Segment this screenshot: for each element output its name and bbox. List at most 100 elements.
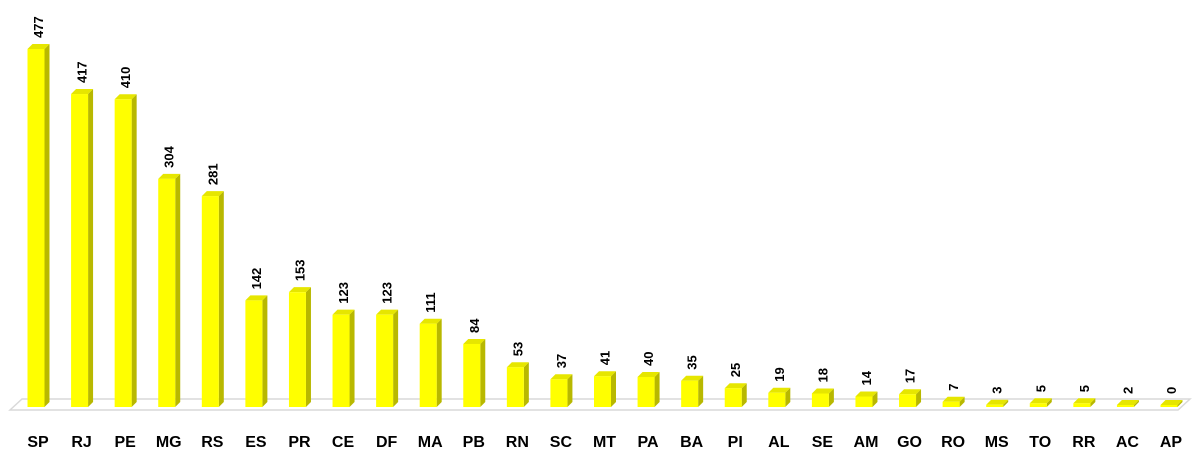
bar-front	[942, 401, 960, 407]
bar-se	[811, 388, 834, 407]
bar-front	[201, 196, 219, 407]
bar-top	[681, 375, 704, 381]
value-label-es: 142	[249, 268, 264, 290]
bar-side	[698, 375, 704, 407]
category-label-pr: PR	[288, 434, 311, 451]
bar-front	[419, 323, 437, 407]
category-label-sp: SP	[27, 434, 49, 451]
bar-side	[480, 338, 486, 407]
bar-top	[1160, 400, 1183, 405]
bar-pr	[288, 287, 311, 407]
category-label-pa: PA	[638, 434, 659, 451]
category-label-ac: AC	[1116, 434, 1140, 451]
bar-side	[872, 391, 878, 407]
bar-top	[332, 309, 355, 315]
bar-mg	[158, 173, 181, 407]
category-label-ro: RO	[941, 434, 965, 451]
value-label-go: 17	[903, 369, 918, 383]
bar-top	[550, 374, 573, 380]
value-label-rs: 281	[205, 163, 220, 185]
bar-side	[175, 173, 181, 407]
bar-front	[506, 367, 524, 407]
bar-top	[288, 287, 311, 293]
bar-side	[1090, 398, 1096, 407]
bar-side	[262, 295, 268, 407]
bar-to	[1029, 398, 1052, 407]
bar-top	[114, 94, 137, 100]
category-label-pi: PI	[728, 434, 743, 451]
category-label-ms: MS	[985, 434, 1009, 451]
bar-side	[305, 287, 311, 407]
bar-ma	[419, 318, 442, 407]
bar-front	[1160, 405, 1178, 407]
bar-top	[201, 191, 224, 197]
bar-front	[637, 376, 655, 407]
value-label-df: 123	[380, 282, 395, 304]
bar-front	[550, 379, 568, 407]
bar-ms	[986, 399, 1009, 407]
bar-mt	[594, 371, 616, 407]
value-label-ce: 123	[336, 282, 351, 304]
category-label-rn: RN	[506, 434, 529, 451]
bar-front	[114, 99, 132, 407]
category-labels-group: SP RJ PE MG RS ES PR CE DF MA PB RN SC MT PA BA PI AL SE AM…	[27, 434, 1182, 451]
bar-side	[611, 371, 616, 407]
bar-top	[245, 295, 268, 301]
bar-front	[811, 393, 829, 407]
bar-front	[158, 178, 176, 407]
bar-top	[768, 387, 791, 393]
category-label-rj: RJ	[71, 434, 91, 451]
value-label-sc: 37	[554, 354, 569, 368]
value-label-rr: 5	[1077, 385, 1092, 392]
value-label-sp: 477	[31, 16, 46, 38]
category-label-mg: MG	[156, 434, 182, 451]
bar-front	[71, 94, 89, 408]
bar-side	[567, 374, 573, 407]
category-label-al: AL	[768, 434, 790, 451]
bar-top	[158, 173, 181, 179]
category-label-ba: BA	[680, 434, 704, 451]
category-label-to: TO	[1029, 434, 1051, 451]
bar-front	[724, 388, 742, 407]
bar-front	[332, 314, 350, 407]
bar-top	[27, 44, 50, 49]
bar-front	[463, 343, 481, 407]
bar-side	[1133, 400, 1139, 407]
bar-side	[654, 371, 660, 407]
value-label-am: 14	[859, 370, 874, 385]
value-label-ma: 111	[423, 292, 438, 312]
category-label-ma: MA	[418, 434, 443, 451]
category-label-ce: CE	[332, 434, 355, 451]
bar-side	[741, 383, 747, 407]
bar-side	[218, 191, 224, 407]
value-label-ac: 2	[1120, 387, 1135, 394]
value-label-pi: 25	[728, 363, 743, 377]
bar-front	[1029, 403, 1047, 407]
bar-side	[828, 388, 834, 407]
bar-top	[811, 388, 834, 394]
bar-front	[1073, 403, 1091, 407]
bar-df	[376, 309, 399, 407]
bar-top	[419, 318, 442, 324]
bar-top	[899, 389, 922, 395]
bar-top	[376, 309, 399, 315]
category-label-es: ES	[245, 434, 267, 451]
bar-rr	[1073, 398, 1096, 407]
bar-go	[899, 389, 922, 407]
bar-top	[71, 89, 94, 95]
bar-ce	[332, 309, 355, 407]
bar-front	[288, 292, 306, 407]
bar-top	[855, 391, 878, 397]
bar-rs	[201, 191, 224, 407]
bar-pb	[463, 338, 486, 407]
category-label-df: DF	[376, 434, 398, 451]
bar-ac	[1116, 400, 1139, 407]
bar-side	[436, 318, 442, 407]
bar-front	[681, 380, 699, 407]
bar-side	[349, 309, 355, 407]
bar-side	[393, 309, 399, 407]
category-label-rs: RS	[201, 434, 224, 451]
bar-side	[88, 89, 94, 408]
